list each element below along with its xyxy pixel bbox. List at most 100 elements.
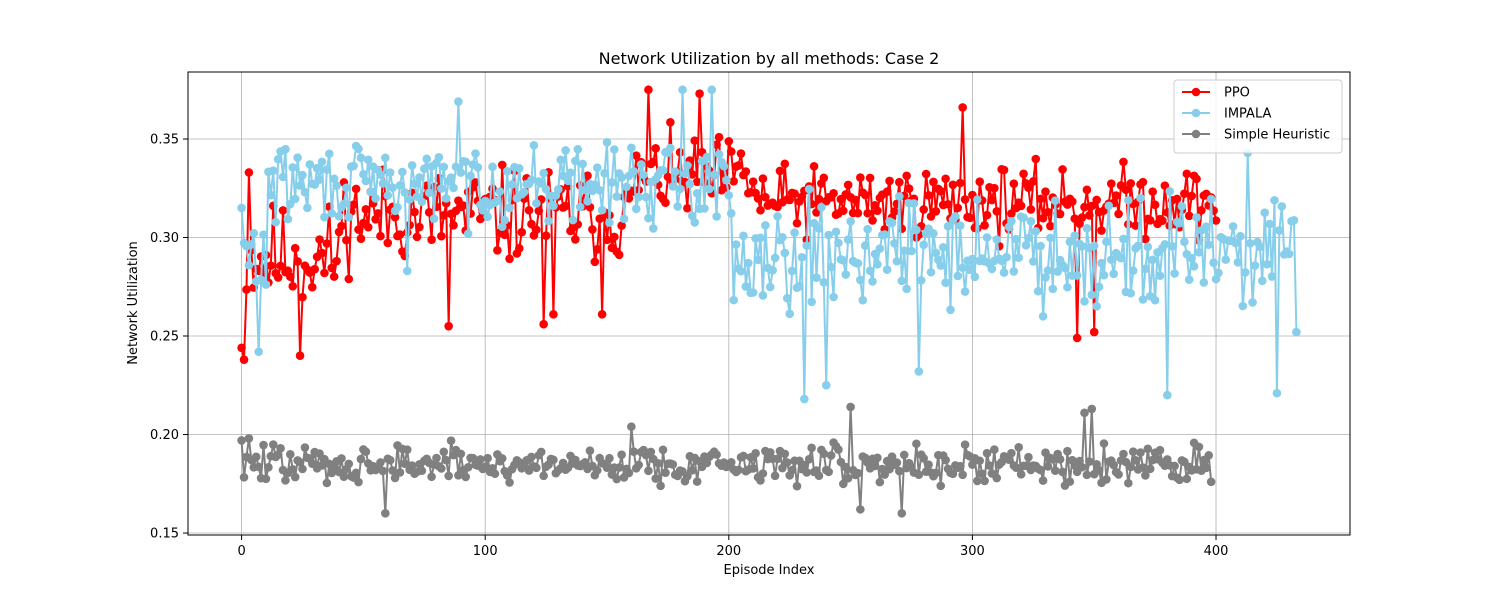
data-point [1004,455,1014,465]
data-point [685,179,695,189]
data-point [454,97,463,106]
data-point [656,481,665,491]
data-point [268,440,278,449]
data-point [1126,288,1136,298]
data-point [756,205,765,215]
data-point [612,192,622,201]
data-point [571,235,580,244]
data-point [924,191,933,200]
data-point [843,180,853,190]
data-point [568,215,578,225]
y-tick-label: 0.15 [150,527,179,542]
data-point [724,137,734,146]
data-point [712,450,721,459]
data-point [278,172,288,182]
data-point [1206,477,1216,487]
data-point [790,189,799,199]
data-point [354,477,363,487]
data-point [1026,217,1036,226]
data-point [446,173,456,182]
data-point [1238,301,1248,311]
data-point [385,455,395,465]
data-point [743,258,753,268]
data-point [361,176,371,186]
data-point [736,149,746,158]
data-point [261,474,271,484]
data-point [1007,216,1016,226]
data-point [953,271,963,281]
data-point [493,246,502,255]
data-point [1126,462,1136,472]
data-point [1050,466,1060,475]
data-point [666,117,675,127]
data-point [929,229,938,238]
data-point [529,140,539,150]
data-point [334,211,344,221]
data-point [1121,185,1131,195]
data-point [1201,463,1211,473]
data-point [634,192,643,202]
data-point [780,159,790,169]
data-point [1136,193,1145,203]
data-point [339,199,349,209]
data-point [1158,216,1167,226]
data-point [1092,302,1101,311]
data-point [290,243,300,253]
data-point [493,196,502,206]
data-point [1070,231,1080,240]
data-point [1204,240,1214,250]
data-point [515,243,524,253]
data-point [1119,157,1128,167]
data-point [342,235,351,245]
data-point [400,459,410,469]
data-point [602,463,612,473]
data-point [1019,213,1028,222]
data-point [1094,466,1104,475]
data-point [895,177,904,187]
data-point [839,479,848,489]
data-point [332,181,341,190]
data-point [955,221,965,230]
data-point [1236,231,1245,241]
data-point [502,471,512,480]
data-point [1155,445,1165,455]
data-point [683,471,692,481]
data-point [756,476,765,485]
data-point [497,222,507,232]
data-point [307,282,317,292]
data-point [856,173,865,182]
data-point [619,214,629,224]
data-point [687,466,697,475]
data-point [471,149,480,158]
data-point [873,206,882,215]
data-point [1021,240,1031,250]
data-point [834,238,843,248]
data-point [1175,475,1184,485]
data-point [687,170,697,179]
data-point [1041,273,1050,282]
data-point [339,472,349,482]
data-point [1150,200,1160,210]
data-point [778,463,787,473]
data-point [597,310,607,319]
data-point [317,157,327,167]
data-point [741,167,751,176]
data-point [359,170,368,179]
ticks: 0 100 200 300 400 0.15 0.20 0.25 0.30 0.35 [150,132,1228,559]
data-point [1255,242,1265,252]
data-point [887,218,897,228]
data-point [1007,448,1016,458]
data-point [483,212,492,222]
data-point [797,253,807,262]
data-point [639,170,648,180]
data-point [1292,327,1301,337]
data-point [393,202,402,212]
data-point [992,207,1002,216]
data-point [690,218,699,227]
data-point [580,185,590,195]
data-point [592,163,602,172]
data-point [846,402,855,412]
data-point [692,177,702,187]
data-point [244,168,254,177]
data-point [985,461,994,470]
